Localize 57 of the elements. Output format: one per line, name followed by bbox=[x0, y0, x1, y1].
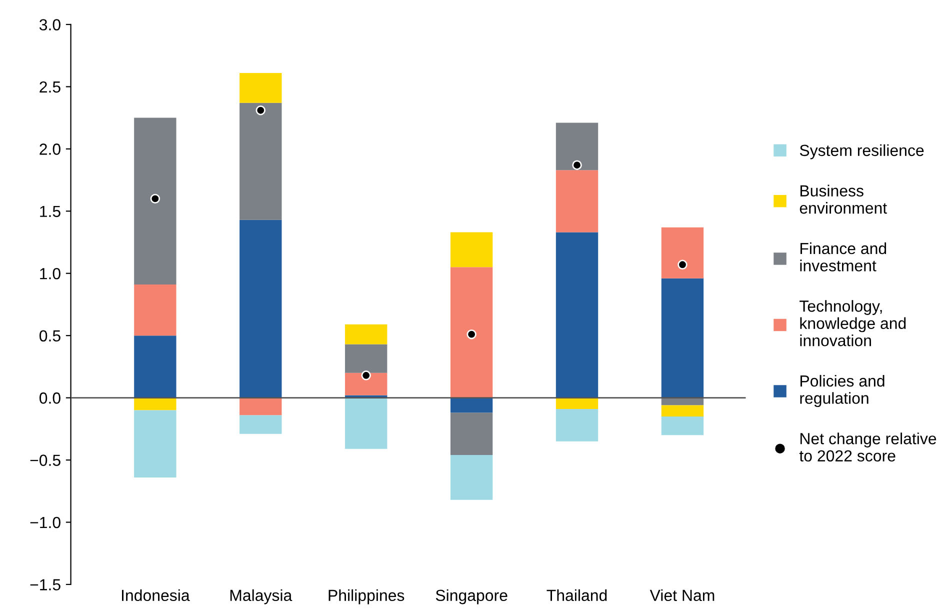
point bbox=[572, 160, 582, 170]
y-tick-label: 0.0 bbox=[40, 392, 60, 404]
bar bbox=[450, 412, 493, 456]
bar bbox=[240, 102, 282, 220]
bar bbox=[134, 398, 176, 410]
bar bbox=[134, 118, 176, 285]
bar bbox=[134, 410, 176, 478]
point bbox=[256, 105, 266, 116]
bar bbox=[345, 372, 388, 396]
y-tick-label: 2.5 bbox=[40, 81, 60, 93]
point bbox=[678, 260, 688, 270]
x-tick-label: Malaysia bbox=[230, 589, 292, 604]
legend-label: Policies and regulation bbox=[800, 374, 884, 408]
bar bbox=[134, 284, 176, 336]
bar bbox=[240, 398, 282, 416]
bar bbox=[661, 227, 704, 278]
bar bbox=[240, 415, 282, 434]
bar bbox=[345, 324, 388, 344]
bar bbox=[450, 267, 493, 398]
legend-label: System resilience bbox=[800, 144, 924, 160]
point bbox=[150, 194, 160, 204]
bar bbox=[661, 398, 704, 406]
bar bbox=[661, 405, 704, 416]
bar bbox=[556, 232, 598, 398]
y-tick-label: 1.0 bbox=[40, 268, 60, 280]
legend-label: Net change relative to 2022 score bbox=[799, 432, 936, 462]
x-tick-label: Philippines bbox=[328, 589, 404, 604]
bar bbox=[661, 278, 704, 398]
bar bbox=[450, 455, 493, 500]
x-tick-label: Singapore bbox=[436, 589, 508, 604]
x-tick-label: Viet Nam bbox=[650, 589, 714, 602]
y-tick-label: −0.5 bbox=[30, 454, 60, 466]
x-tick-label: Indonesia bbox=[122, 589, 190, 602]
y-tick-label: 2.0 bbox=[40, 144, 60, 155]
y-tick-label: 3.0 bbox=[39, 19, 60, 30]
bar bbox=[556, 398, 598, 409]
bar bbox=[556, 409, 598, 442]
legend-label: Finance and investment bbox=[800, 242, 886, 272]
legend-label: Business environment bbox=[800, 184, 887, 214]
bar bbox=[134, 336, 176, 398]
bar bbox=[556, 170, 598, 232]
bar bbox=[450, 398, 493, 413]
y-tick-label: 1.5 bbox=[40, 206, 60, 218]
bar bbox=[345, 398, 388, 449]
point bbox=[466, 329, 476, 340]
y-tick-label: −1.5 bbox=[30, 579, 60, 590]
bar bbox=[556, 122, 598, 170]
point bbox=[361, 370, 371, 380]
bar bbox=[240, 73, 282, 103]
y-tick-label: −1.0 bbox=[30, 516, 60, 528]
bar bbox=[345, 344, 388, 373]
bar bbox=[240, 220, 282, 398]
y-tick-label: 0.5 bbox=[40, 330, 60, 342]
bar bbox=[450, 232, 493, 268]
bar bbox=[661, 416, 704, 436]
x-tick-label: Thailand bbox=[546, 589, 607, 602]
legend-label: Technology, knowledge and innovation bbox=[800, 300, 906, 346]
